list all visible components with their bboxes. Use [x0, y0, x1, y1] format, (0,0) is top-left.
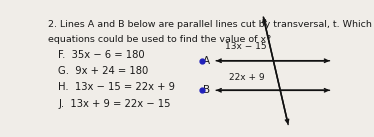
Text: F.  35x − 6 = 180: F. 35x − 6 = 180: [58, 50, 145, 60]
Text: H.  13x − 15 = 22x + 9: H. 13x − 15 = 22x + 9: [58, 82, 175, 92]
Text: 2. Lines A and B below are parallel lines cut by transversal, t. Which of the fo: 2. Lines A and B below are parallel line…: [48, 20, 374, 29]
Text: J.  13x + 9 = 22x − 15: J. 13x + 9 = 22x − 15: [58, 99, 171, 109]
Text: t: t: [262, 18, 266, 28]
Text: equations could be used to find the value of x?: equations could be used to find the valu…: [48, 35, 272, 44]
Text: A: A: [203, 56, 210, 66]
Text: 13x − 15: 13x − 15: [225, 42, 267, 51]
Text: G.  9x + 24 = 180: G. 9x + 24 = 180: [58, 66, 148, 76]
Text: B: B: [203, 85, 210, 95]
Text: 22x + 9: 22x + 9: [229, 73, 265, 82]
